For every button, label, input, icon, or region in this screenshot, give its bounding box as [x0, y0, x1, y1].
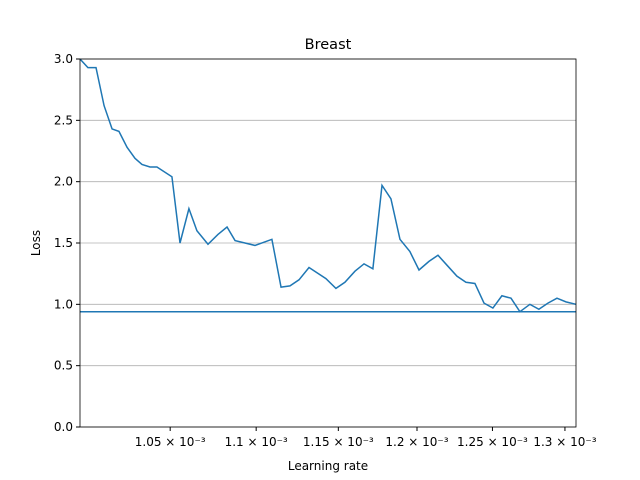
x-tick-label: 1.2 × 10⁻³ [385, 435, 448, 449]
x-axis-label: Learning rate [288, 459, 368, 473]
x-tick-label: 1.05 × 10⁻³ [135, 435, 206, 449]
x-tick-label: 1.3 × 10⁻³ [533, 435, 596, 449]
y-tick-label: 0.5 [54, 359, 73, 373]
chart-title: Breast [305, 37, 352, 53]
plot-frame [79, 58, 577, 428]
x-tick-label: 1.25 × 10⁻³ [457, 435, 528, 449]
y-tick-label: 1.0 [54, 297, 73, 311]
y-tick-label: 0.0 [54, 420, 73, 434]
x-tick-label: 1.15 × 10⁻³ [303, 435, 374, 449]
y-axis-label: Loss [29, 230, 43, 256]
loss-line [79, 58, 577, 313]
y-tick-label: 2.5 [54, 113, 73, 127]
y-tick-label: 2.0 [54, 175, 73, 189]
y-tick-label: 3.0 [54, 52, 73, 66]
x-tick-label: 1.1 × 10⁻³ [225, 435, 288, 449]
y-tick-label: 1.5 [54, 236, 73, 250]
